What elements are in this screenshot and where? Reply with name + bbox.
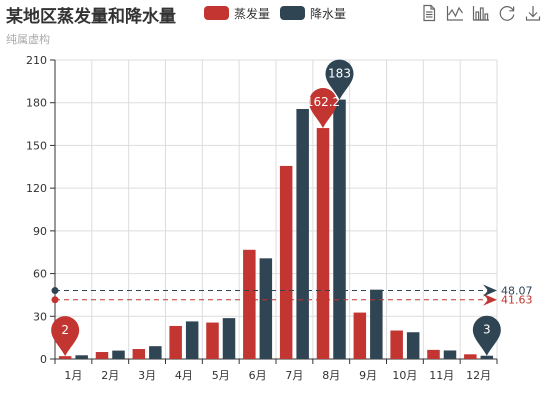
bar-precipitation bbox=[185, 321, 199, 359]
average-line-start-precipitation bbox=[51, 287, 59, 295]
mark-point-precipitation bbox=[472, 315, 501, 356]
y-tick-label: 120 bbox=[26, 182, 47, 195]
bar-precipitation bbox=[480, 355, 494, 359]
bar-evaporation bbox=[95, 352, 109, 359]
bar-precipitation bbox=[443, 350, 457, 359]
restore-icon[interactable] bbox=[498, 4, 516, 22]
average-line-start-evaporation bbox=[51, 296, 59, 304]
mark-point-precipitation-label: 3 bbox=[483, 323, 491, 337]
legend-item-precipitation[interactable]: 降水量 bbox=[280, 5, 346, 22]
legend-label-evaporation: 蒸发量 bbox=[234, 6, 271, 21]
bar-precipitation bbox=[333, 99, 346, 359]
bar-evaporation bbox=[316, 128, 330, 359]
download-icon[interactable] bbox=[524, 4, 542, 22]
legend-label-precipitation: 降水量 bbox=[310, 6, 347, 21]
bar-evaporation bbox=[58, 356, 72, 359]
legend-swatch-precipitation bbox=[280, 6, 306, 20]
x-tick-label: 8月 bbox=[322, 369, 340, 382]
chart-title: 某地区蒸发量和降水量 bbox=[6, 7, 176, 27]
bar-precipitation bbox=[406, 332, 420, 359]
bar-chart-icon[interactable] bbox=[472, 4, 490, 22]
x-tick-label: 7月 bbox=[285, 369, 303, 382]
line-chart-icon[interactable] bbox=[446, 4, 464, 22]
y-tick-label: 30 bbox=[33, 310, 47, 323]
mark-point-evaporation bbox=[51, 316, 80, 357]
average-line-arrow-evaporation bbox=[483, 293, 497, 306]
x-tick-label: 10月 bbox=[392, 369, 417, 382]
x-tick-label: 9月 bbox=[359, 369, 377, 382]
average-line-label-precipitation: 48.07 bbox=[501, 285, 533, 298]
x-tick-label: 12月 bbox=[466, 369, 491, 382]
x-tick-label: 4月 bbox=[175, 369, 193, 382]
y-tick-label: 0 bbox=[40, 353, 47, 366]
bar-precipitation bbox=[222, 318, 236, 359]
mark-point-evaporation bbox=[309, 88, 338, 129]
bar-precipitation bbox=[296, 108, 309, 359]
mark-point-evaporation-label: 162.2 bbox=[306, 95, 340, 109]
x-tick-label: 2月 bbox=[101, 369, 119, 382]
y-tick-label: 180 bbox=[26, 97, 47, 110]
y-tick-label: 210 bbox=[26, 54, 47, 67]
data-view-icon[interactable] bbox=[420, 4, 438, 22]
bar-evaporation bbox=[390, 330, 403, 359]
bar-precipitation bbox=[370, 289, 383, 359]
bar-evaporation bbox=[279, 165, 293, 359]
bar-evaporation bbox=[132, 349, 146, 359]
toolbox bbox=[420, 4, 542, 22]
x-tick-label: 11月 bbox=[429, 369, 454, 382]
bar-evaporation bbox=[427, 349, 440, 359]
chart-subtitle: 纯属虚构 bbox=[6, 33, 50, 46]
bar-precipitation bbox=[112, 350, 125, 359]
legend-swatch-evaporation bbox=[204, 6, 229, 20]
bar-evaporation bbox=[464, 354, 477, 359]
bar-evaporation bbox=[353, 312, 367, 359]
legend-item-evaporation[interactable]: 蒸发量 bbox=[204, 5, 270, 22]
mark-point-precipitation-label: 183 bbox=[328, 67, 351, 81]
y-tick-label: 60 bbox=[33, 268, 47, 281]
bar-precipitation bbox=[259, 258, 273, 359]
x-tick-label: 5月 bbox=[212, 369, 230, 382]
legend: 蒸发量 降水量 bbox=[204, 5, 346, 21]
x-tick-label: 1月 bbox=[64, 369, 82, 382]
y-tick-label: 90 bbox=[33, 225, 47, 238]
bar-precipitation bbox=[75, 355, 88, 359]
bar-evaporation bbox=[243, 249, 256, 359]
y-tick-label: 150 bbox=[26, 139, 47, 152]
bar-precipitation bbox=[149, 346, 162, 359]
bar-evaporation bbox=[169, 325, 182, 359]
x-tick-label: 3月 bbox=[138, 369, 156, 382]
bar-evaporation bbox=[206, 322, 219, 359]
mark-point-evaporation-label: 2 bbox=[61, 323, 69, 337]
mark-point-precipitation bbox=[325, 59, 354, 100]
average-line-arrow-precipitation bbox=[483, 284, 497, 297]
x-tick-label: 6月 bbox=[249, 369, 267, 382]
average-line-label-evaporation: 41.63 bbox=[501, 294, 533, 307]
